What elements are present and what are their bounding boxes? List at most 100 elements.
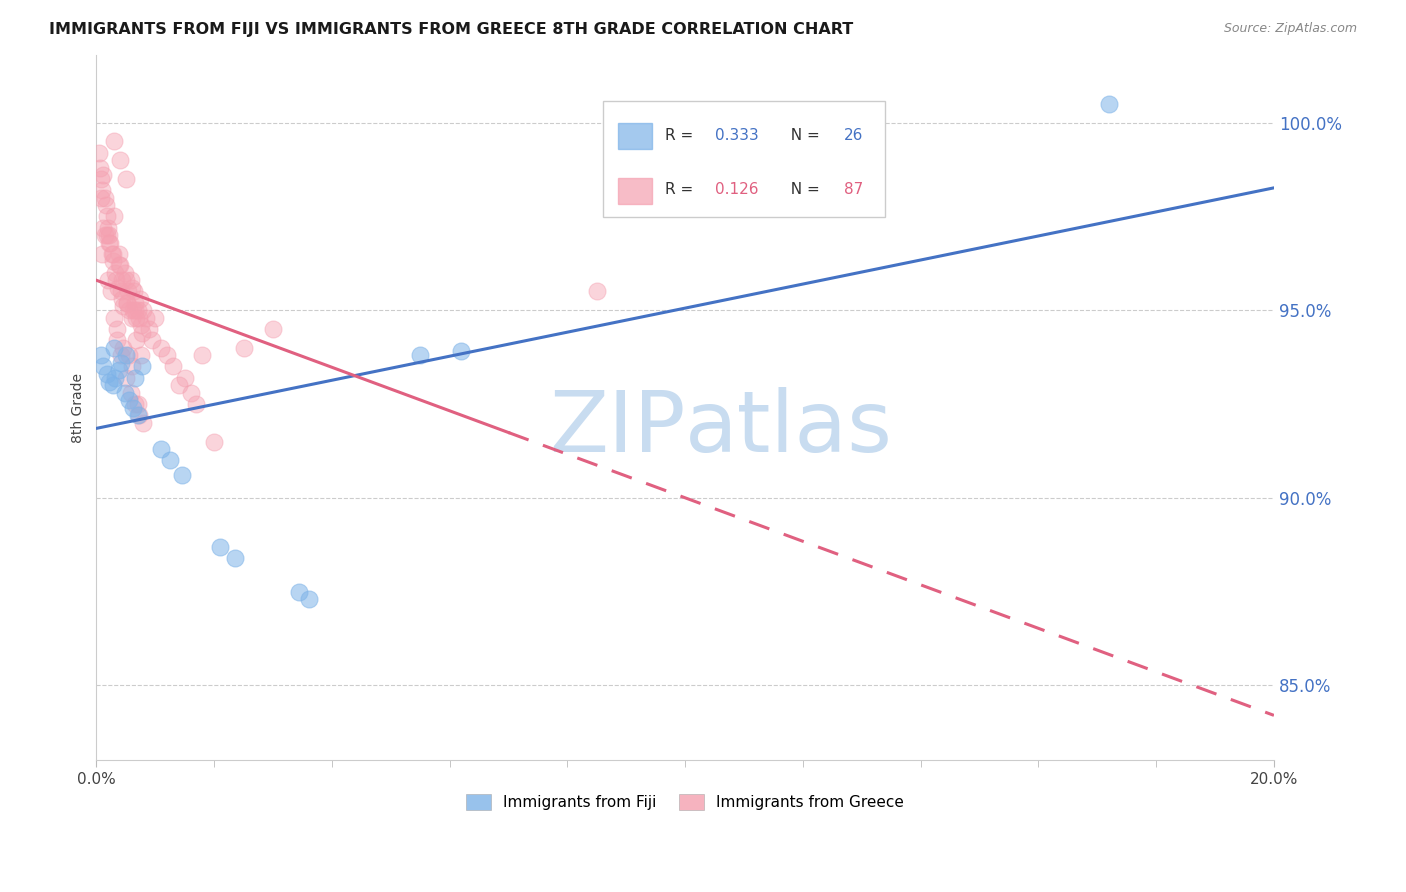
Point [96,228,118,243]
Point [121,310,143,325]
Point [173,370,195,384]
Point [124,295,146,310]
Point [159,453,181,467]
Point [129,318,152,333]
Point [129,292,152,306]
Point [105,322,128,336]
Point [96,367,118,381]
Point [90,191,112,205]
Point [208,540,231,554]
Point [107,258,129,272]
Point [101,247,124,261]
Point [108,258,131,272]
Point [128,409,150,423]
Text: N =: N = [780,128,824,143]
Point [93,191,115,205]
Point [115,295,138,310]
Point [104,266,127,280]
Point [101,254,124,268]
FancyBboxPatch shape [603,101,886,218]
FancyBboxPatch shape [619,123,652,149]
Point [409,348,432,362]
Point [96,210,118,224]
Point [107,247,129,261]
Point [93,220,115,235]
Point [180,385,202,400]
Text: R =: R = [665,128,699,143]
Point [105,333,128,347]
Point [135,310,157,325]
Point [124,370,146,384]
Point [224,550,246,565]
Point [167,378,190,392]
Point [162,359,184,374]
Point [103,135,125,149]
Point [112,300,135,314]
Point [91,183,114,197]
Text: R =: R = [665,182,699,197]
Point [114,273,136,287]
Point [115,295,138,310]
Point [118,303,141,318]
Point [450,344,472,359]
Point [121,401,143,415]
Point [298,592,321,607]
Point [138,322,160,336]
Point [1098,96,1121,111]
Point [94,228,117,243]
Point [103,341,125,355]
Point [97,220,120,235]
Point [97,273,120,287]
Point [104,370,127,384]
Point [87,145,110,160]
Point [100,247,122,261]
Point [125,333,148,347]
Text: 87: 87 [844,182,863,197]
Point [132,416,155,430]
Point [585,285,607,299]
Point [121,303,143,318]
Point [111,292,134,306]
Point [100,285,122,299]
Point [124,397,146,411]
Point [90,348,112,362]
Point [103,310,125,325]
Point [98,228,121,243]
Point [93,359,115,374]
Text: ZIP: ZIP [548,387,685,470]
Point [170,468,193,483]
Point [122,285,145,299]
Point [110,348,132,362]
Point [132,303,155,318]
Point [127,409,149,423]
Point [103,210,125,224]
Point [114,385,136,400]
Point [98,375,121,389]
Point [114,266,136,280]
Point [150,442,173,456]
Point [107,281,129,295]
Point [110,356,132,370]
Point [125,310,148,325]
Point [191,348,214,362]
Point [91,247,114,261]
Point [111,273,134,287]
Point [114,348,136,362]
Point [108,153,131,168]
Point [288,584,311,599]
Point [127,303,149,318]
Point [124,303,146,318]
Point [89,161,111,175]
Point [202,434,225,449]
Point [90,172,112,186]
Point [127,397,149,411]
Point [186,397,208,411]
Point [129,348,152,362]
Point [118,348,141,362]
Point [118,393,141,408]
Point [101,378,124,392]
Point [105,273,128,287]
Point [98,235,121,250]
Point [150,341,173,355]
Point [131,326,153,340]
